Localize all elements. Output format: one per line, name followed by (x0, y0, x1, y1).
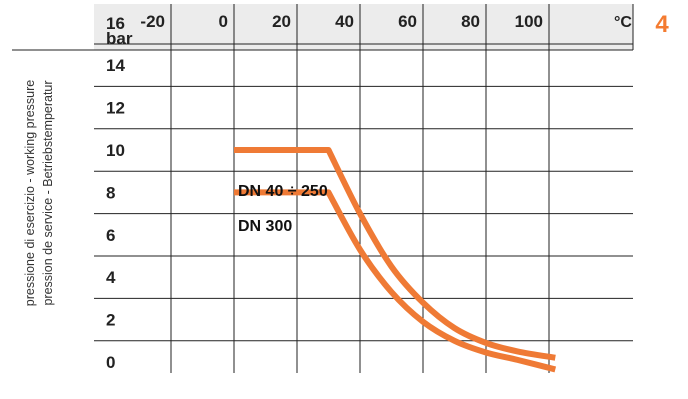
figure-number: 4 (655, 11, 669, 38)
header-band (94, 4, 633, 50)
series-label-2: DN 300 (238, 218, 292, 235)
y-tick-label: 0 (106, 353, 115, 372)
y-tick-label: 16 (106, 14, 125, 33)
x-tick-label: -20 (140, 12, 165, 31)
y-tick-label: 8 (106, 183, 115, 202)
y-axis-unit: bar (106, 29, 133, 48)
grid (12, 4, 634, 373)
x-tick-label: 100 (515, 12, 543, 31)
y-axis-label-line-1: pressione di esercizio - working pressur… (23, 80, 37, 307)
y-tick-label: 14 (106, 56, 125, 75)
y-tick-label: 2 (106, 311, 115, 330)
figure-badge: 4 (648, 8, 676, 38)
series-labels: DN 40 ÷ 250 DN 300 (238, 183, 328, 235)
x-tick-label: 20 (272, 12, 291, 31)
series-lines (234, 147, 557, 373)
x-tick-label: 0 (219, 12, 228, 31)
series-label-1: DN 40 ÷ 250 (238, 183, 328, 200)
y-axis-label: pressione di esercizio - working pressur… (23, 80, 55, 307)
y-axis-label-line-2: pression de service - Betriebstemperatur (41, 80, 55, 305)
y-axis-ticks: 16 14 12 10 8 6 4 2 0 (106, 14, 125, 372)
y-tick-label: 4 (106, 268, 116, 287)
series-line-1 (234, 147, 556, 361)
y-tick-label: 12 (106, 99, 125, 118)
x-axis-ticks: -20 0 20 40 60 80 100 (140, 12, 543, 31)
y-tick-label: 6 (106, 226, 115, 245)
figure-badge-bg (648, 8, 676, 36)
x-tick-label: 60 (398, 12, 417, 31)
series-line-2 (234, 189, 557, 373)
x-tick-label: 40 (335, 12, 354, 31)
x-axis-unit: °C (614, 14, 632, 31)
y-tick-label: 10 (106, 141, 125, 160)
x-tick-label: 80 (461, 12, 480, 31)
